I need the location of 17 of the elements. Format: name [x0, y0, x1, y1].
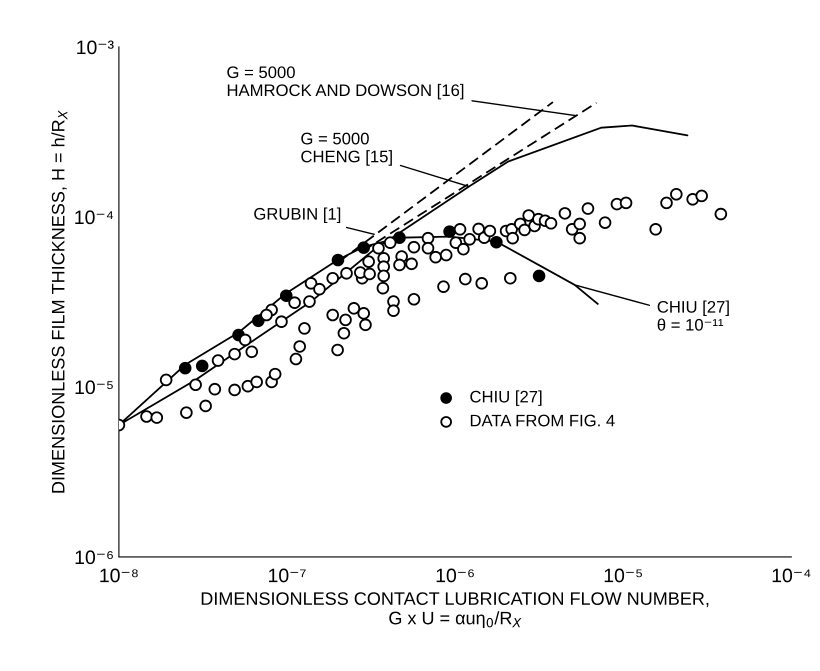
- x-tick-label: 10⁻⁴: [772, 568, 810, 582]
- x-axis-title: DIMENSIONLESS CONTACT LUBRICATION FLOW NUMBER, G x U = αuη$_{0}$/R$_{X}$: [202, 592, 708, 628]
- x-tick-label: 10⁻⁵: [604, 568, 642, 582]
- y-tick-label: 10⁻⁴: [75, 210, 114, 224]
- legend-label: CHIU [27]: [470, 390, 542, 406]
- annotation: GRUBIN [1]: [254, 207, 340, 224]
- y-tick-label: 10⁻⁵: [76, 380, 113, 394]
- annotation: G = 5000 HAMROCK AND DOWSON [16]: [227, 66, 464, 100]
- y-axis-title: DIMENSIONLESS FILM THICKNESS, H = h/R$_{X}$: [51, 110, 68, 493]
- annotation: G = 5000 CHENG [15]: [301, 132, 392, 166]
- x-tick-label: 10⁻⁶: [436, 568, 474, 582]
- x-tick-label: 10⁻⁷: [269, 568, 306, 582]
- annotation: CHIU [27] θ = 10⁻¹¹: [658, 300, 729, 331]
- y-tick-label: 10⁻³: [77, 40, 114, 54]
- legend-label: DATA FROM FIG. 4: [470, 414, 615, 426]
- x-tick-label: 10⁻⁸: [100, 568, 138, 582]
- y-tick-label: 10⁻⁶: [76, 550, 113, 564]
